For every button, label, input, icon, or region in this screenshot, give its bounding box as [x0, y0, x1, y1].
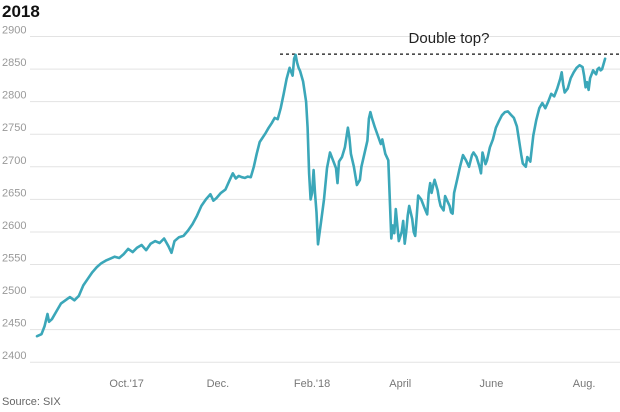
source-note: Source: SIX [2, 396, 61, 408]
index-line [35, 53, 607, 338]
y-axis-ticks: 2400 2450 2500 2550 2600 2650 2700 2750 2800 2850… [2, 25, 26, 363]
x-axis-ticks: Oct.'17 Dec. Feb.'18 April June Aug. [109, 378, 595, 390]
y-tick-label: 2750 [2, 122, 26, 134]
x-tick-label: Aug. [573, 378, 596, 390]
y-tick-label: 2850 [2, 57, 26, 69]
y-tick-label: 2550 [2, 253, 26, 265]
chart-title: 2018 [2, 2, 40, 21]
y-tick-label: 2400 [2, 350, 26, 362]
gridlines [30, 36, 620, 363]
x-tick-label: Dec. [207, 378, 230, 390]
y-tick-label: 2700 [2, 155, 26, 167]
x-tick-label: Feb.'18 [294, 378, 330, 390]
y-tick-label: 2600 [2, 220, 26, 232]
x-tick-label: June [480, 378, 504, 390]
y-tick-label: 2900 [2, 25, 26, 37]
x-tick-label: April [389, 378, 411, 390]
y-tick-label: 2500 [2, 285, 26, 297]
y-tick-label: 2800 [2, 90, 26, 102]
y-tick-label: 2450 [2, 318, 26, 330]
double-top-annotation: Double top? [409, 30, 490, 47]
x-tick-label: Oct.'17 [109, 378, 144, 390]
y-tick-label: 2650 [2, 187, 26, 199]
